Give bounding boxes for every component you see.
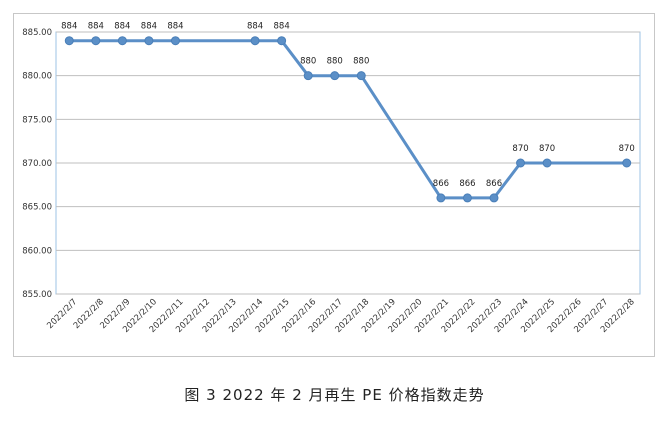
data-point — [516, 158, 526, 168]
data-label: 884 — [88, 22, 104, 32]
data-label: 870 — [619, 144, 635, 154]
data-point — [489, 193, 499, 203]
y-tick-label: 855.00 — [22, 290, 52, 300]
data-point — [170, 36, 180, 46]
data-label: 880 — [300, 57, 316, 67]
data-point — [462, 193, 472, 203]
data-point — [277, 36, 287, 46]
figure-caption: 图 3 2022 年 2 月再生 PE 价格指数走势 — [184, 386, 485, 404]
data-label: 884 — [167, 22, 183, 32]
y-tick-label: 885.00 — [22, 28, 52, 38]
data-label: 884 — [61, 22, 77, 32]
data-label: 884 — [114, 22, 130, 32]
y-tick-label: 875.00 — [22, 115, 52, 125]
data-point — [250, 36, 260, 46]
y-tick-label: 860.00 — [22, 246, 52, 256]
data-point — [330, 71, 340, 81]
data-label: 870 — [512, 144, 528, 154]
data-label: 880 — [327, 57, 343, 67]
data-label: 884 — [274, 22, 290, 32]
data-point — [303, 71, 313, 81]
y-tick-label: 880.00 — [22, 72, 52, 82]
data-label: 884 — [247, 22, 263, 32]
data-point — [622, 158, 632, 168]
data-label: 870 — [539, 144, 555, 154]
y-tick-label: 870.00 — [22, 159, 52, 169]
data-label: 884 — [141, 22, 157, 32]
data-label: 866 — [459, 179, 475, 189]
line-chart: 855.00 860.00 865.00 870.00 875.00 880.00 885.… — [22, 22, 641, 335]
y-tick-label: 865.00 — [22, 203, 52, 213]
series-line — [67, 39, 629, 200]
data-label: 866 — [486, 179, 502, 189]
data-point — [542, 158, 552, 168]
data-label: 866 — [433, 179, 449, 189]
data-point — [64, 36, 74, 46]
data-point — [356, 71, 366, 81]
chart-frame: 855.00 860.00 865.00 870.00 875.00 880.00 885.… — [13, 13, 655, 357]
data-point — [436, 193, 446, 203]
data-point — [144, 36, 154, 46]
data-point — [91, 36, 101, 46]
data-point — [117, 36, 127, 46]
data-label: 880 — [353, 57, 369, 67]
